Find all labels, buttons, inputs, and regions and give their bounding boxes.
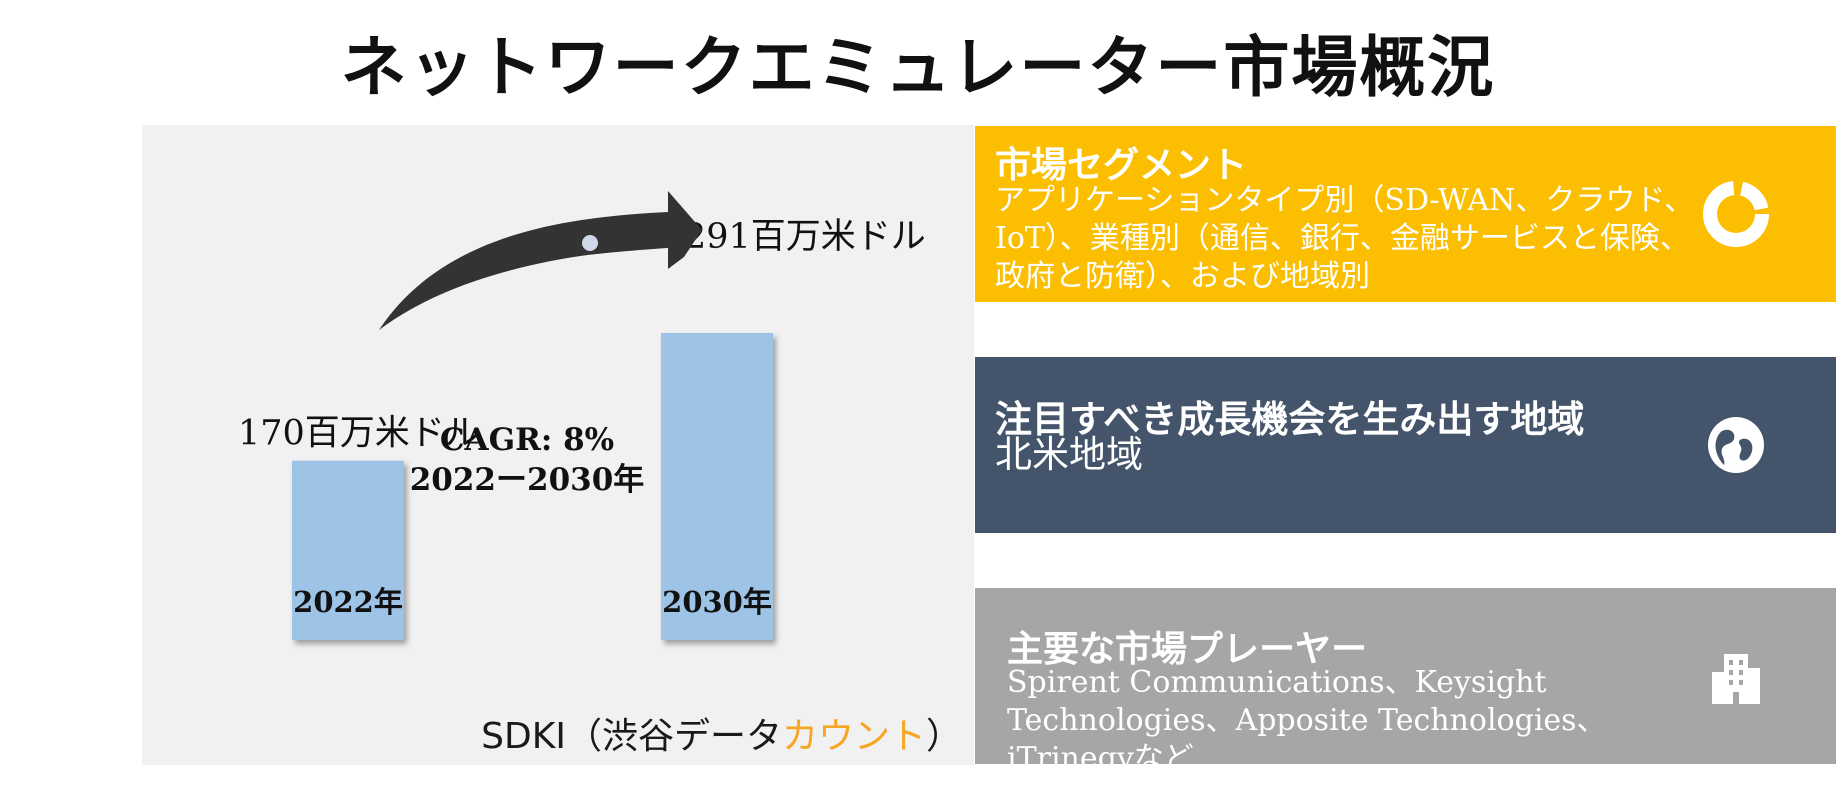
growth-arrow (379, 191, 702, 330)
page-title: ネットワークエミュレーター市場概況 (340, 28, 1496, 106)
source-credit: SDKI（渋谷データカウント） (481, 707, 962, 759)
globe-icon (1708, 417, 1764, 473)
cagr-period: 2022ー2030年 (409, 462, 645, 498)
card-body: Spirent Communications、Keysight Technolo… (1007, 665, 1607, 764)
cagr-annotation: CAGR: 8% 2022ー2030年 (397, 420, 657, 500)
donut-chart-icon (1703, 181, 1769, 247)
key-players-card: 主要な市場プレーヤー Spirent Communications、Keysig… (975, 588, 1836, 764)
card-body: アプリケーションタイプ別（SD-WAN、クラウド、IoT）、業種別（通信、銀行、… (995, 183, 1695, 294)
chart-panel: 2022年 170百万米ドル 2030年 291百万米ドル CAGR: 8% 2022… (142, 125, 974, 765)
source-prefix: SDKI（渋谷データ (481, 716, 782, 757)
value-label: 170百万米ドル (238, 414, 480, 454)
card-body: 北米地域 (995, 433, 1143, 476)
card-heading: 注目すべき成長機会を生み出す地域 (995, 397, 1585, 441)
source-accent: カウント (781, 716, 926, 757)
building-icon (1712, 654, 1760, 704)
source-suffix: ） (925, 716, 962, 757)
bar-chart: 2022年 170百万米ドル 2030年 291百万米ドル (238, 191, 926, 640)
cagr-value: CAGR: 8% (439, 422, 615, 458)
growth-region-card: 注目すべき成長機会を生み出す地域 北米地域 (975, 357, 1836, 533)
category-label: 2030年 (662, 585, 772, 619)
market-segment-card: 市場セグメント アプリケーションタイプ別（SD-WAN、クラウド、IoT）、業種… (975, 126, 1836, 302)
bar-2030年 (661, 333, 773, 640)
category-label: 2022年 (293, 585, 403, 619)
bar-2022年 (292, 460, 404, 640)
value-label: 291百万米ドル (684, 217, 926, 257)
card-heading: 市場セグメント (995, 144, 1248, 186)
card-heading: 主要な市場プレーヤー (1007, 628, 1368, 670)
